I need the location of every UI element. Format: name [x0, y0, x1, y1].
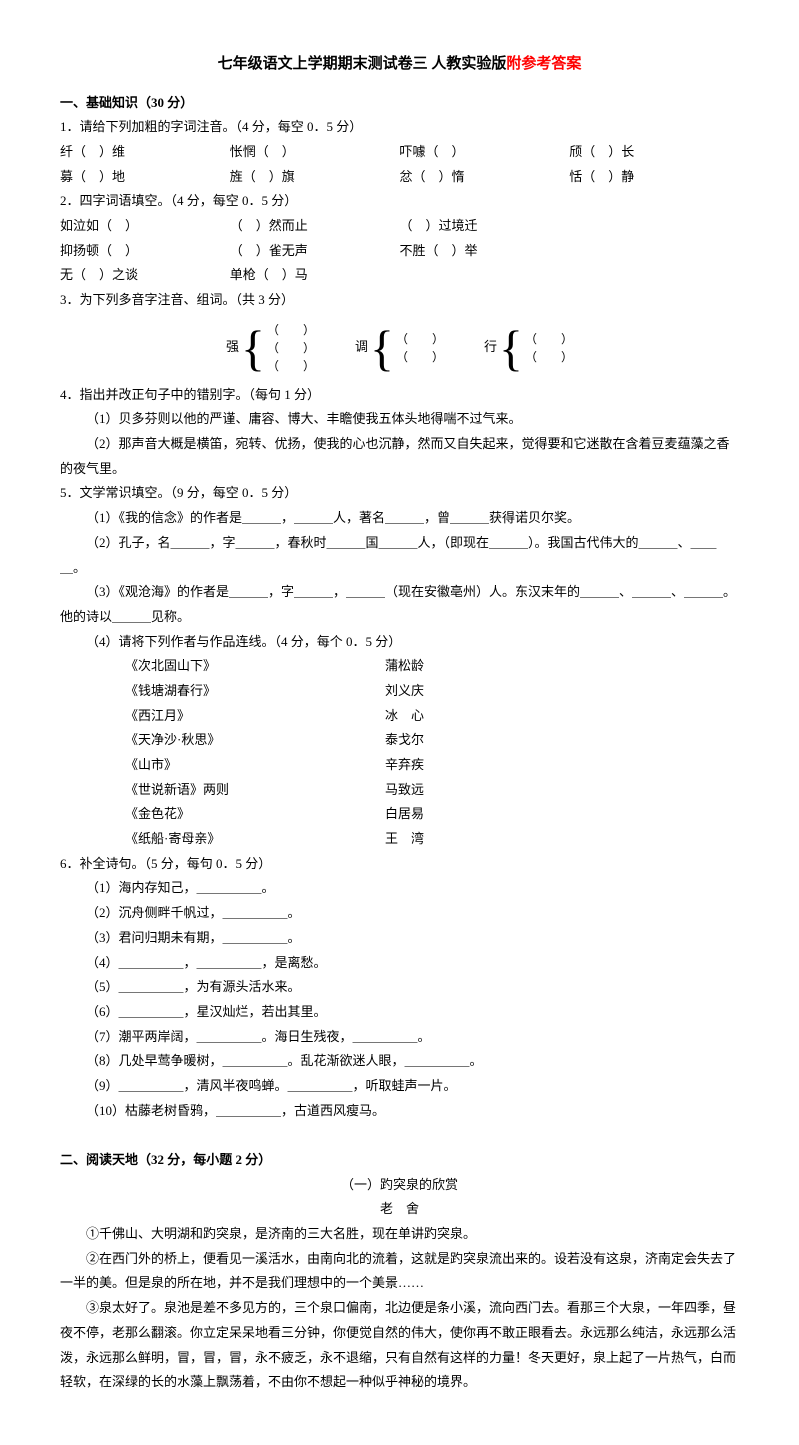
q1: 1．请给下列加粗的字词注音。（4 分，每空 0．5 分） — [60, 115, 739, 140]
q6-line: （3）君问归期未有期，＿＿＿＿＿。 — [60, 926, 739, 951]
essay-author: 老 舍 — [60, 1197, 739, 1222]
q3-line: （ ） — [396, 348, 444, 366]
q3-line: （ ） — [396, 330, 444, 348]
match-work: 《西江月》 — [125, 704, 385, 729]
q2: 2．四字词语填空。（4 分，每空 0．5 分） — [60, 189, 739, 214]
q6-line: （9）＿＿＿＿＿，清风半夜鸣蝉。＿＿＿＿＿，听取蛙声一片。 — [60, 1074, 739, 1099]
q2-r2-1: （ ）雀无声 — [230, 239, 400, 264]
q2-r1-1: （ ）然而止 — [230, 214, 400, 239]
essay-p1: ①千佛山、大明湖和趵突泉，是济南的三大名胜，现在单讲趵突泉。 — [60, 1222, 739, 1247]
q3-char-2: 行 — [484, 335, 497, 360]
q6-line: （7）潮平两岸阔，＿＿＿＿＿。海日生残夜，＿＿＿＿＿。 — [60, 1025, 739, 1050]
q2-r3-1: 单枪（ ）马 — [230, 263, 400, 288]
q1-r2-1: 旌（ ）旗 — [230, 165, 400, 190]
q1-r1-3: 颀（ ）长 — [569, 140, 739, 165]
q1-r2-0: 募（ ）地 — [60, 165, 230, 190]
essay-p3: ③泉太好了。泉池是差不多见方的，三个泉口偏南，北边便是条小溪，流向西门去。看那三… — [60, 1296, 739, 1395]
q6-line: （4）＿＿＿＿＿，＿＿＿＿＿，是离愁。 — [60, 951, 739, 976]
q3-char-0: 强 — [226, 335, 239, 360]
page-title-red: 附参考答案 — [506, 56, 581, 72]
match-work: 《山市》 — [125, 753, 385, 778]
match-work: 《世说新语》两则 — [125, 778, 385, 803]
q6-line: （8）几处早莺争暖树，＿＿＿＿＿。乱花渐欲迷人眼，＿＿＿＿＿。 — [60, 1049, 739, 1074]
q3-line: （ ） — [267, 357, 315, 375]
match-author: 冰 心 — [385, 704, 485, 729]
match-work: 《次北固山下》 — [125, 654, 385, 679]
section-2-head: 二、阅读天地（32 分，每小题 2 分） — [60, 1148, 739, 1173]
match-author: 刘义庆 — [385, 679, 485, 704]
match-author: 辛弃疾 — [385, 753, 485, 778]
q1-r1-0: 纤（ ）维 — [60, 140, 230, 165]
q1-r2-3: 恬（ ）静 — [569, 165, 739, 190]
q3-char-1: 调 — [355, 335, 368, 360]
q6-line: （6）＿＿＿＿＿，星汉灿烂，若出其里。 — [60, 1000, 739, 1025]
essay-title: （一）趵突泉的欣赏 — [60, 1173, 739, 1198]
match-author: 泰戈尔 — [385, 728, 485, 753]
q1-r1-2: 吓噱（ ） — [400, 140, 570, 165]
match-row: 《金色花》白居易 — [60, 802, 739, 827]
q2-r1-0: 如泣如（ ） — [60, 214, 230, 239]
q4b: （2）那声音大概是横笛，宛转、优扬，使我的心也沉静，然而又自失起来，觉得要和它迷… — [60, 432, 739, 481]
page-title: 七年级语文上学期期末测试卷三 人教实验版 — [218, 56, 507, 72]
match-author: 白居易 — [385, 802, 485, 827]
section-1-head: 一、基础知识（30 分） — [60, 91, 739, 116]
match-work: 《金色花》 — [125, 802, 385, 827]
q3-braces: 强 { （ ） （ ） （ ） 调 { （ ） （ ） 行 { （ ） （ ） — [60, 321, 739, 375]
essay-p2: ②在西门外的桥上，便看见一溪活水，由南向北的流着，这就是趵突泉流出来的。设若没有… — [60, 1247, 739, 1296]
q2-r2-0: 抑扬顿（ ） — [60, 239, 230, 264]
q5-match-list: 《次北固山下》蒲松龄《钱塘湖春行》刘义庆《西江月》冰 心《天净沙·秋思》泰戈尔《… — [60, 654, 739, 852]
q4: 4．指出并改正句子中的错别字。（每句 1 分） — [60, 383, 739, 408]
q6-line: （2）沉舟侧畔千帆过，＿＿＿＿＿。 — [60, 901, 739, 926]
q2-r1-2: （ ）过境迁 — [400, 214, 570, 239]
match-row: 《西江月》冰 心 — [60, 704, 739, 729]
q5d: （4）请将下列作者与作品连线。（4 分，每个 0．5 分） — [60, 630, 739, 655]
q4a: （1）贝多芬则以他的严谨、庸容、博大、丰瞻使我五体头地得喘不过气来。 — [60, 407, 739, 432]
q6-list: （1）海内存知己，＿＿＿＿＿。（2）沉舟侧畔千帆过，＿＿＿＿＿。（3）君问归期未… — [60, 876, 739, 1123]
q3: 3．为下列多音字注音、组词。（共 3 分） — [60, 288, 739, 313]
q5b: （2）孔子，名＿＿＿，字＿＿＿，春秋时＿＿＿国＿＿＿人，（即现在＿＿＿）。我国古… — [60, 531, 739, 580]
q3-line: （ ） — [525, 330, 573, 348]
q2-r3-0: 无（ ）之谈 — [60, 263, 230, 288]
match-work: 《纸船·寄母亲》 — [125, 827, 385, 852]
match-work: 《天净沙·秋思》 — [125, 728, 385, 753]
match-row: 《次北固山下》蒲松龄 — [60, 654, 739, 679]
q3-line: （ ） — [267, 321, 315, 339]
q6-line: （1）海内存知己，＿＿＿＿＿。 — [60, 876, 739, 901]
match-work: 《钱塘湖春行》 — [125, 679, 385, 704]
q5: 5．文学常识填空。（9 分，每空 0．5 分） — [60, 481, 739, 506]
q2-r2-2: 不胜（ ）举 — [400, 239, 570, 264]
q3-line: （ ） — [267, 339, 315, 357]
q1-r2-2: 忿（ ）惰 — [400, 165, 570, 190]
q1-r1-1: 怅惘（ ） — [230, 140, 400, 165]
q6-line: （10）枯藤老树昏鸦，＿＿＿＿＿，古道西风瘦马。 — [60, 1099, 739, 1124]
match-author: 蒲松龄 — [385, 654, 485, 679]
match-author: 王 湾 — [385, 827, 485, 852]
q5a: （1）《我的信念》的作者是＿＿＿，＿＿＿人，著名＿＿＿，曾＿＿＿获得诺贝尔奖。 — [60, 506, 739, 531]
match-row: 《山市》辛弃疾 — [60, 753, 739, 778]
match-row: 《纸船·寄母亲》王 湾 — [60, 827, 739, 852]
match-row: 《世说新语》两则马致远 — [60, 778, 739, 803]
match-row: 《天净沙·秋思》泰戈尔 — [60, 728, 739, 753]
match-row: 《钱塘湖春行》刘义庆 — [60, 679, 739, 704]
q6-line: （5）＿＿＿＿＿，为有源头活水来。 — [60, 975, 739, 1000]
q5c: （3）《观沧海》的作者是＿＿＿，字＿＿＿，＿＿＿（现在安徽亳州）人。东汉末年的＿… — [60, 580, 739, 629]
q3-line: （ ） — [525, 348, 573, 366]
match-author: 马致远 — [385, 778, 485, 803]
q6: 6．补全诗句。（5 分，每句 0．5 分） — [60, 852, 739, 877]
